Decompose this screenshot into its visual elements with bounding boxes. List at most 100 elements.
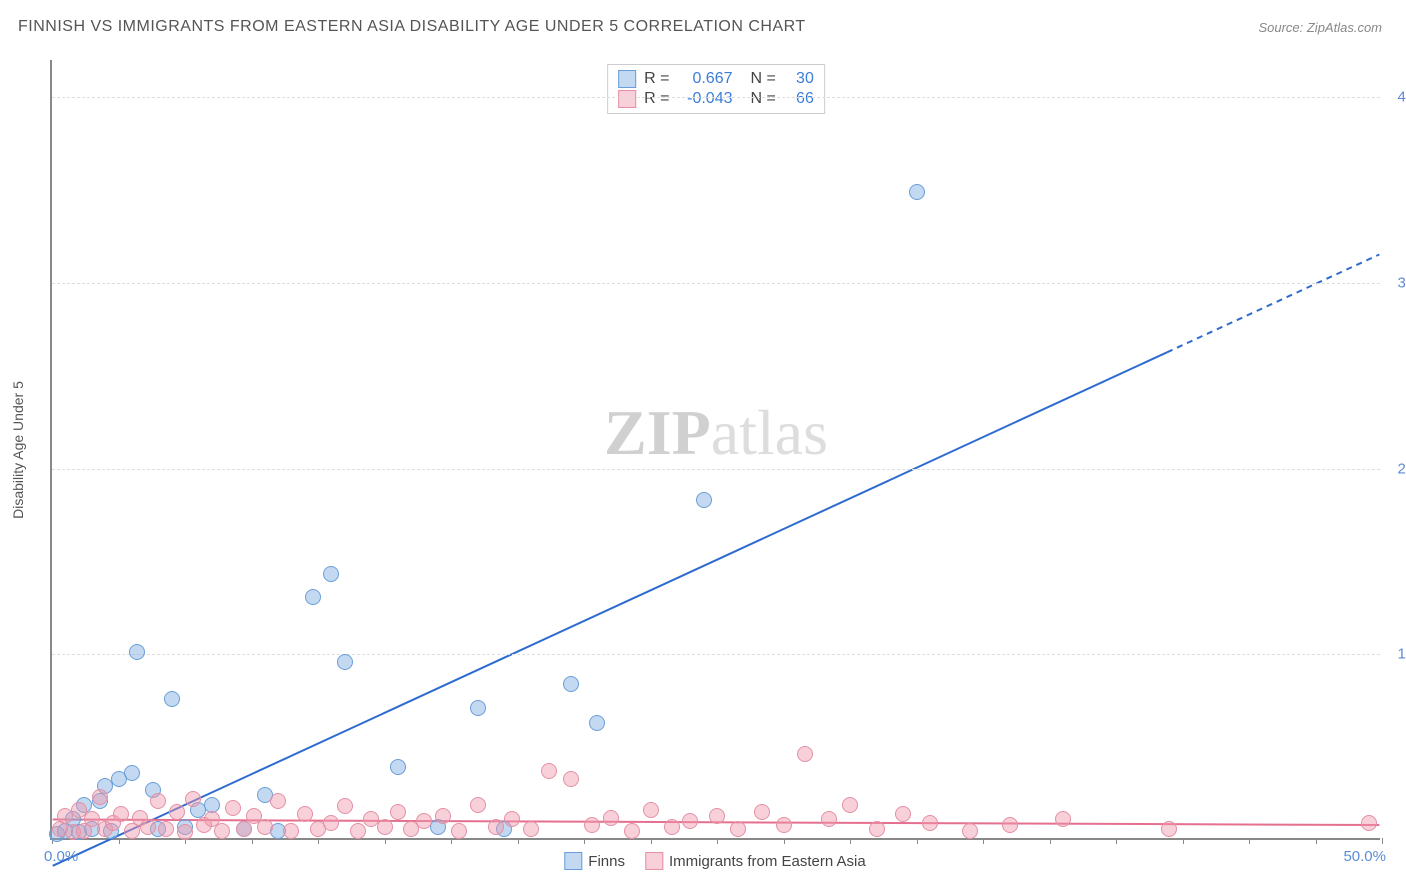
legend-label-immigrants: Immigrants from Eastern Asia: [669, 853, 866, 870]
data-point: [895, 806, 911, 822]
r-value-finns: 0.667: [678, 70, 733, 88]
data-point: [962, 823, 978, 839]
data-point: [589, 715, 605, 731]
data-point: [283, 823, 299, 839]
plot-region: ZIPatlas R = 0.667 N = 30 R = -0.043 N =…: [50, 60, 1380, 840]
data-point: [451, 823, 467, 839]
x-tick: [518, 838, 519, 844]
x-tick: [451, 838, 452, 844]
legend-swatch-finns: [564, 852, 582, 870]
legend-label-finns: Finns: [588, 853, 625, 870]
data-point: [682, 813, 698, 829]
data-point: [488, 819, 504, 835]
x-tick: [651, 838, 652, 844]
data-point: [323, 566, 339, 582]
data-point: [709, 808, 725, 824]
n-value-finns: 30: [784, 70, 814, 88]
legend-item-immigrants: Immigrants from Eastern Asia: [645, 852, 866, 870]
chart-area: Disability Age Under 5 ZIPatlas R = 0.66…: [50, 60, 1380, 840]
data-point: [523, 821, 539, 837]
data-point: [776, 817, 792, 833]
source-attribution: Source: ZipAtlas.com: [1258, 20, 1382, 35]
data-point: [390, 759, 406, 775]
x-tick: [1116, 838, 1117, 844]
data-point: [350, 823, 366, 839]
r-label: R =: [644, 70, 669, 88]
data-point: [158, 821, 174, 837]
data-point: [270, 793, 286, 809]
watermark-bold: ZIP: [604, 397, 711, 468]
data-point: [563, 771, 579, 787]
x-tick-label-right: 50.0%: [1343, 848, 1386, 865]
x-tick: [784, 838, 785, 844]
watermark-rest: atlas: [711, 397, 828, 468]
x-tick: [252, 838, 253, 844]
swatch-finns: [618, 70, 636, 88]
x-tick: [584, 838, 585, 844]
x-tick-label-left: 0.0%: [44, 848, 78, 865]
chart-title: FINNISH VS IMMIGRANTS FROM EASTERN ASIA …: [18, 18, 806, 36]
data-point: [204, 797, 220, 813]
watermark: ZIPatlas: [604, 396, 828, 470]
n-label: N =: [751, 70, 776, 88]
legend-swatch-immigrants: [645, 852, 663, 870]
data-point: [150, 793, 166, 809]
data-point: [416, 813, 432, 829]
data-point: [470, 700, 486, 716]
x-tick: [119, 838, 120, 844]
legend-item-finns: Finns: [564, 852, 625, 870]
data-point: [113, 806, 129, 822]
data-point: [305, 589, 321, 605]
data-point: [1055, 811, 1071, 827]
gridline: [52, 283, 1380, 284]
x-tick: [385, 838, 386, 844]
data-point: [214, 823, 230, 839]
x-tick: [1382, 838, 1383, 844]
data-point: [584, 817, 600, 833]
y-axis-label: Disability Age Under 5: [10, 381, 26, 519]
data-point: [390, 804, 406, 820]
data-point: [624, 823, 640, 839]
data-point: [124, 765, 140, 781]
data-point: [563, 676, 579, 692]
x-tick: [1050, 838, 1051, 844]
data-point: [922, 815, 938, 831]
stats-row-finns: R = 0.667 N = 30: [618, 69, 814, 89]
data-point: [185, 791, 201, 807]
data-point: [236, 821, 252, 837]
data-point: [869, 821, 885, 837]
data-point: [257, 819, 273, 835]
data-point: [603, 810, 619, 826]
data-point: [909, 184, 925, 200]
data-point: [664, 819, 680, 835]
x-tick: [917, 838, 918, 844]
data-point: [129, 644, 145, 660]
gridline: [52, 654, 1380, 655]
data-point: [643, 802, 659, 818]
data-point: [1161, 821, 1177, 837]
n-label: N =: [751, 90, 776, 108]
data-point: [337, 654, 353, 670]
data-point: [470, 797, 486, 813]
x-tick: [1183, 838, 1184, 844]
data-point: [337, 798, 353, 814]
trend-lines-svg: [52, 60, 1380, 838]
data-point: [377, 819, 393, 835]
data-point: [797, 746, 813, 762]
bottom-legend: Finns Immigrants from Eastern Asia: [564, 852, 865, 870]
stats-legend-box: R = 0.667 N = 30 R = -0.043 N = 66: [607, 64, 825, 114]
data-point: [842, 797, 858, 813]
r-value-immigrants: -0.043: [678, 90, 733, 108]
data-point: [177, 824, 193, 840]
y-tick-label: 20.0%: [1385, 460, 1406, 477]
swatch-immigrants: [618, 90, 636, 108]
data-point: [696, 492, 712, 508]
x-tick: [1249, 838, 1250, 844]
x-tick: [983, 838, 984, 844]
x-tick: [850, 838, 851, 844]
gridline: [52, 97, 1380, 98]
data-point: [297, 806, 313, 822]
gridline: [52, 469, 1380, 470]
x-tick: [1316, 838, 1317, 844]
r-label: R =: [644, 90, 669, 108]
